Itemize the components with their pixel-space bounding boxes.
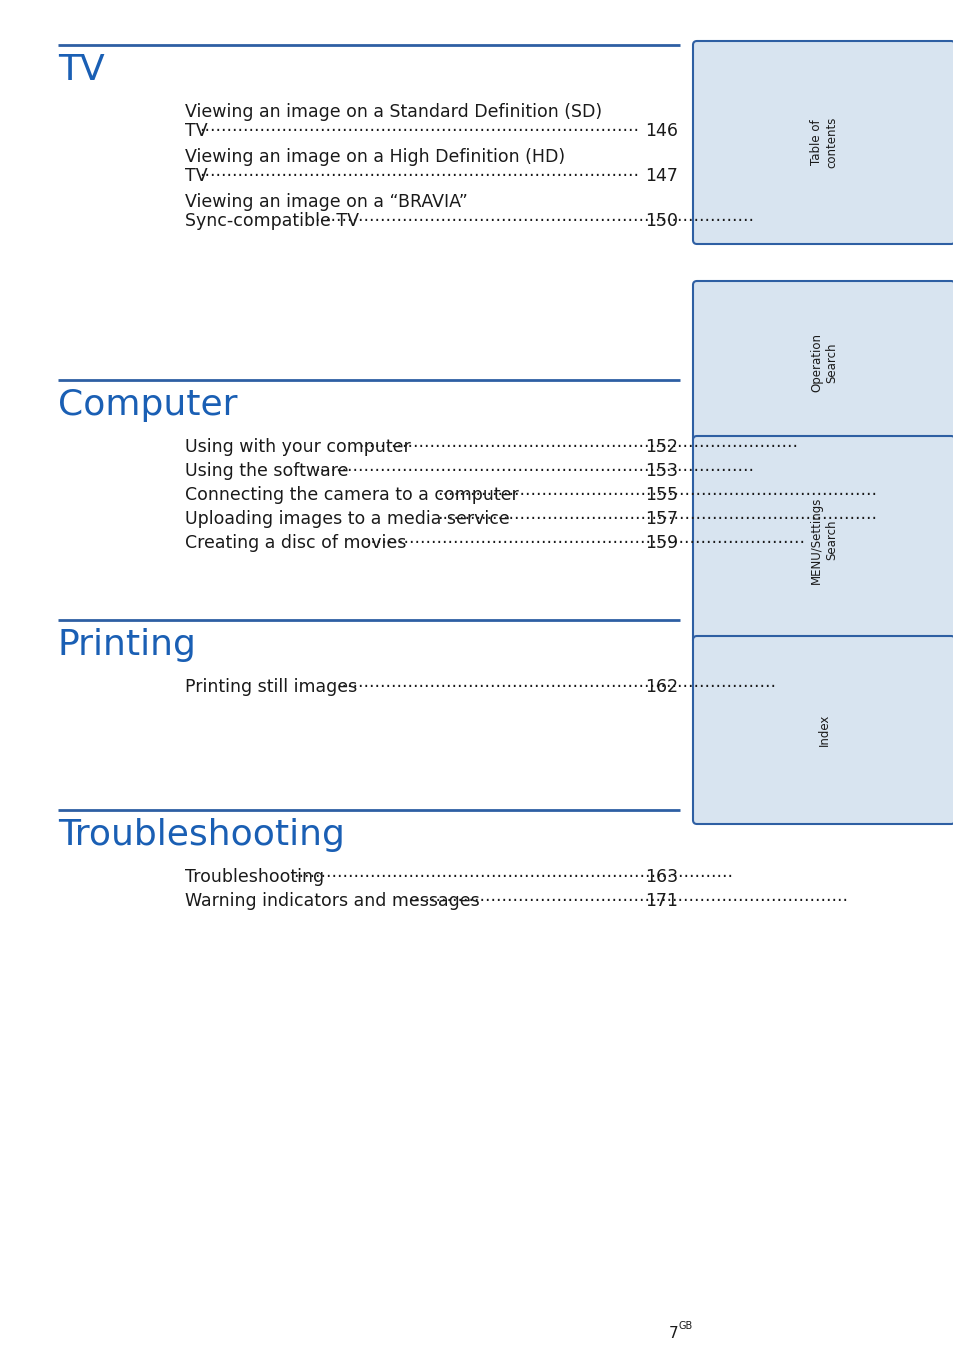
FancyBboxPatch shape	[692, 41, 953, 244]
Text: ················································································: ········································…	[314, 461, 754, 481]
Text: Index: Index	[817, 713, 830, 746]
Text: ················································································: ········································…	[436, 511, 876, 528]
Text: Uploading images to a media service: Uploading images to a media service	[185, 511, 509, 528]
Text: Printing still images: Printing still images	[185, 678, 356, 695]
Text: Table of
contents: Table of contents	[809, 116, 837, 168]
Text: TV: TV	[58, 53, 105, 88]
Text: Creating a disc of movies: Creating a disc of movies	[185, 534, 406, 552]
Text: ················································································: ········································…	[199, 167, 639, 185]
Text: Using the software: Using the software	[185, 461, 348, 481]
Text: Viewing an image on a Standard Definition (SD): Viewing an image on a Standard Definitio…	[185, 103, 601, 120]
Text: 153: 153	[644, 461, 678, 481]
Text: 163: 163	[644, 868, 678, 886]
Text: Viewing an image on a “BRAVIA”: Viewing an image on a “BRAVIA”	[185, 193, 467, 211]
Text: Troubleshooting: Troubleshooting	[58, 819, 345, 852]
Text: 162: 162	[644, 678, 678, 695]
Text: Sync-compatible TV: Sync-compatible TV	[185, 212, 358, 230]
Text: Troubleshooting: Troubleshooting	[185, 868, 324, 886]
Text: Warning indicators and messages: Warning indicators and messages	[185, 893, 479, 910]
Text: 150: 150	[644, 212, 678, 230]
Text: Connecting the camera to a computer: Connecting the camera to a computer	[185, 486, 518, 504]
Text: Operation
Search: Operation Search	[809, 333, 837, 392]
Text: ················································································: ········································…	[408, 893, 847, 910]
FancyBboxPatch shape	[692, 281, 953, 444]
Text: ················································································: ········································…	[199, 122, 639, 140]
Text: ················································································: ········································…	[436, 486, 876, 504]
Text: MENU/Settings
Search: MENU/Settings Search	[809, 497, 837, 583]
Text: 146: 146	[644, 122, 678, 140]
FancyBboxPatch shape	[692, 435, 953, 643]
Text: 147: 147	[644, 167, 678, 185]
Text: ················································································: ········································…	[314, 212, 754, 230]
Text: Computer: Computer	[58, 387, 237, 422]
Text: ················································································: ········································…	[365, 534, 804, 552]
Text: 7: 7	[668, 1327, 678, 1342]
Text: 155: 155	[644, 486, 678, 504]
Text: TV: TV	[185, 167, 208, 185]
Text: Using with your computer: Using with your computer	[185, 438, 411, 456]
Text: 152: 152	[644, 438, 678, 456]
Text: ················································································: ········································…	[335, 678, 776, 695]
FancyBboxPatch shape	[692, 637, 953, 824]
Text: ················································································: ········································…	[357, 438, 797, 456]
Text: Printing: Printing	[58, 628, 196, 663]
Text: ················································································: ········································…	[293, 868, 732, 886]
Text: 157: 157	[644, 511, 678, 528]
Text: Viewing an image on a High Definition (HD): Viewing an image on a High Definition (H…	[185, 148, 564, 166]
Text: TV: TV	[185, 122, 208, 140]
Text: GB: GB	[679, 1321, 693, 1331]
Text: 159: 159	[644, 534, 678, 552]
Text: 171: 171	[644, 893, 678, 910]
